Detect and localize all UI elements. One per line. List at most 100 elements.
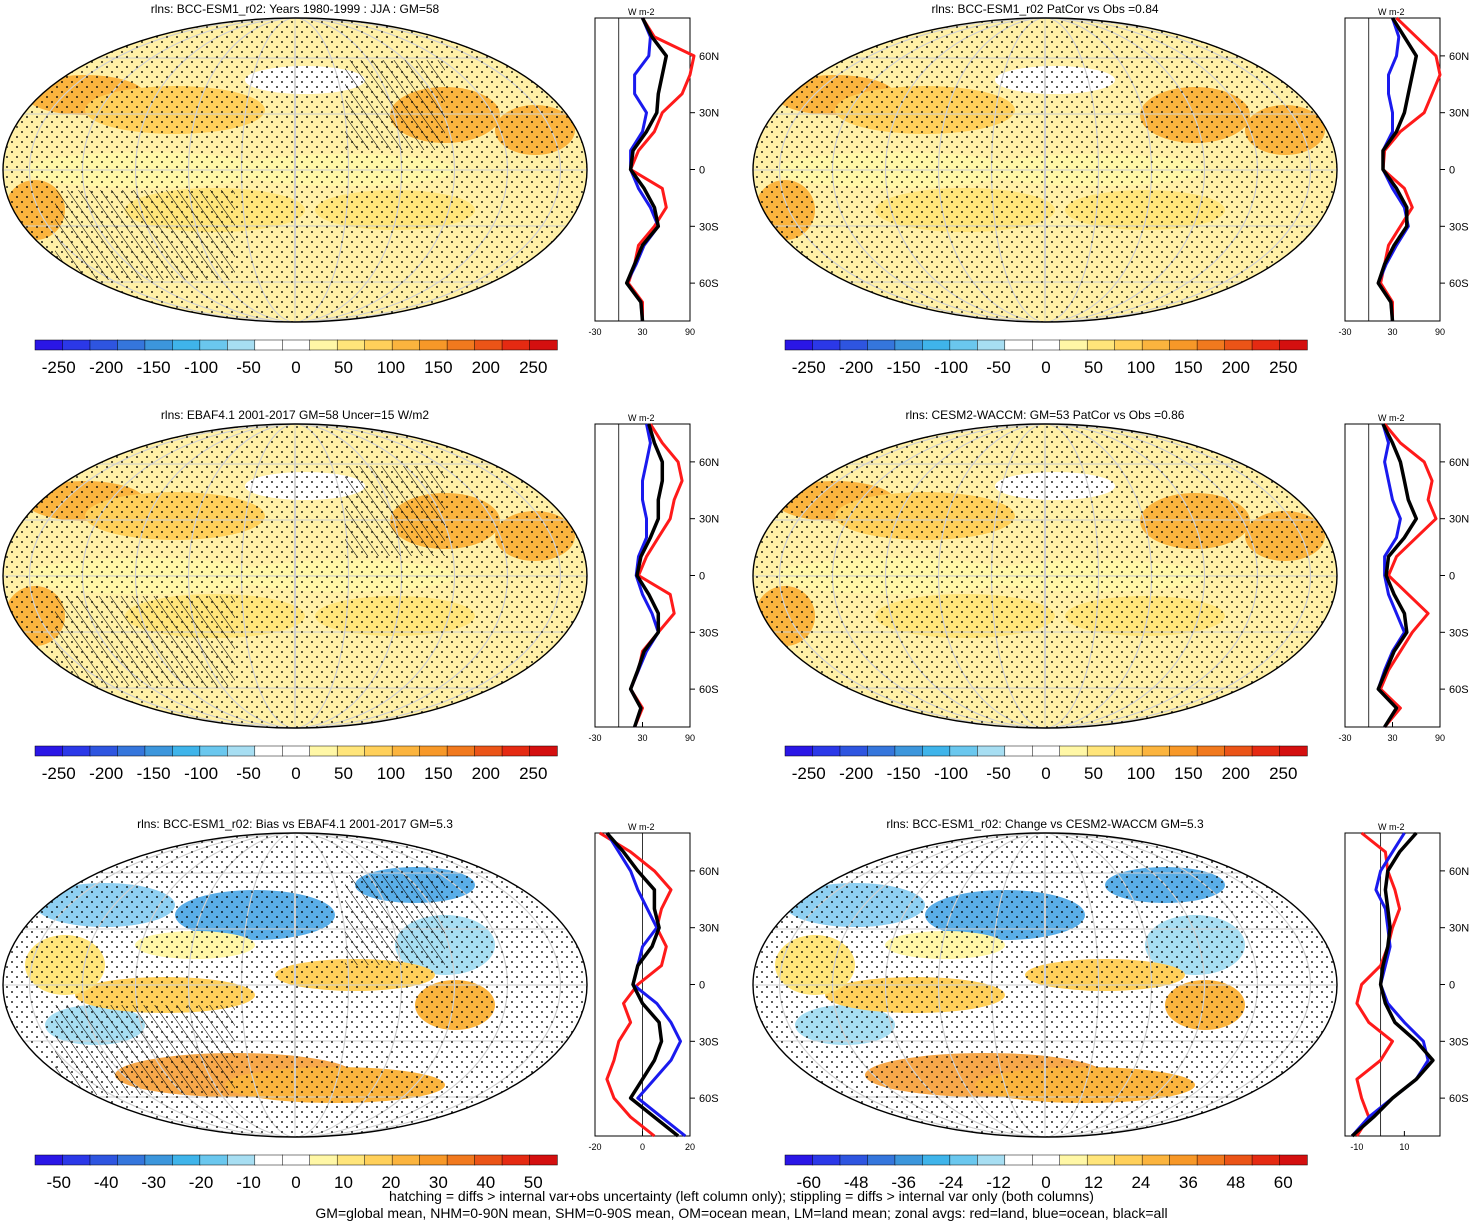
colorbar-swatch <box>949 339 978 351</box>
colorbar-tick-label: 50 <box>524 1173 543 1192</box>
zonal-unit-label: W m-2 <box>628 822 655 832</box>
colorbar-swatch <box>282 339 311 351</box>
colorbar-swatch <box>172 745 201 757</box>
colorbar-swatch <box>227 1154 256 1166</box>
colorbar-tick-label: 100 <box>377 764 405 783</box>
map-outline <box>752 423 1338 729</box>
colorbar-tick-label: -50 <box>46 1173 71 1192</box>
colorbar-swatch <box>1251 745 1281 757</box>
map-field <box>3 18 587 322</box>
colorbar-swatch <box>309 339 338 351</box>
colorbar-swatch <box>336 745 366 757</box>
all-zonal-line <box>1376 17 1419 322</box>
colorbar-swatch <box>784 1154 814 1166</box>
zonal-x-tick-label: 90 <box>685 327 695 337</box>
zonal-lat-label: 30N <box>699 108 719 120</box>
colorbar-tick-label: -36 <box>891 1173 916 1192</box>
zonal-lat-label: 30S <box>1449 221 1469 233</box>
colorbar-swatch <box>812 1154 841 1166</box>
zonal-lat-label: 0 <box>1449 165 1455 177</box>
zonal-x-tick-label: -20 <box>588 1142 601 1152</box>
colorbar-swatch <box>419 1154 448 1166</box>
colorbar-swatch <box>1114 1154 1143 1166</box>
colorbar-tick-label: 250 <box>1269 358 1297 377</box>
colorbar-swatch <box>529 1154 558 1166</box>
colorbar-tick-label: 200 <box>1222 358 1250 377</box>
footer-line-1: hatching = diffs > internal var+obs unce… <box>389 1188 1094 1204</box>
colorbar-tick-label: 0 <box>1041 764 1050 783</box>
colorbar-swatch <box>89 745 119 757</box>
hatching <box>345 875 445 965</box>
colorbar-swatch <box>784 745 814 757</box>
colorbar-tick-label: -150 <box>887 764 921 783</box>
colorbar-swatch <box>977 339 1006 351</box>
colorbar-swatch <box>1224 1154 1253 1166</box>
map-field <box>753 424 1337 728</box>
map-outline <box>752 832 1338 1138</box>
colorbar-tick-label: -250 <box>42 358 76 377</box>
zonal-lat-label: 60S <box>1449 684 1469 696</box>
colorbar-swatch <box>1169 339 1198 351</box>
colorbar-swatch <box>501 1154 531 1166</box>
map-outline <box>2 832 588 1138</box>
colorbar-swatch <box>446 339 476 351</box>
footer-line-2: GM=global mean, NHM=0-90N mean, SHM=0-90… <box>315 1205 1168 1221</box>
colorbar-swatch <box>336 339 366 351</box>
colorbar-swatch <box>949 1154 978 1166</box>
colorbar-tick-label: 10 <box>334 1173 353 1192</box>
panel-6: rlns: BCC-ESM1_r02: Change vs CESM2-WACC… <box>752 817 1469 1192</box>
panel-title: rlns: EBAF4.1 2001-2017 GM=58 Uncer=15 W… <box>161 408 429 422</box>
stippling <box>753 424 1337 728</box>
colorbar-swatch <box>144 745 174 757</box>
hatching <box>55 596 235 686</box>
colorbar-tick-label: 0 <box>291 358 300 377</box>
zonal-unit-label: W m-2 <box>1378 822 1405 832</box>
colorbar-swatch <box>391 339 421 351</box>
panel-2: rlns: BCC-ESM1_r02 PatCor vs Obs =0.84 -2… <box>752 2 1469 377</box>
colorbar-swatch <box>1169 745 1198 757</box>
all-zonal-line <box>624 17 669 322</box>
colorbar-swatch <box>1251 339 1281 351</box>
colorbar-tick-label: 30 <box>429 1173 448 1192</box>
panel-3: rlns: EBAF4.1 2001-2017 GM=58 Uncer=15 W… <box>2 408 719 783</box>
colorbar-tick-label: 200 <box>472 358 500 377</box>
colorbar-swatch <box>391 1154 421 1166</box>
colorbar-swatch <box>62 339 91 351</box>
zonal-lat-label: 30N <box>1449 514 1469 526</box>
zonal-lat-label: 30S <box>699 1036 719 1048</box>
zonal-lat-label: 30S <box>1449 627 1469 639</box>
colorbar-swatch <box>1169 1154 1198 1166</box>
stippling <box>753 833 1337 1137</box>
colorbar-swatch <box>501 339 531 351</box>
zonal-lat-label: 60N <box>699 457 719 469</box>
zonal-x-tick-label: 30 <box>1387 733 1397 743</box>
zonal-panel-frame <box>594 423 691 728</box>
colorbar-swatch <box>1004 745 1033 757</box>
zonal-x-tick-label: 90 <box>1435 327 1445 337</box>
map-outline <box>2 17 588 323</box>
map-field <box>3 424 587 728</box>
colorbar-tick-label: -24 <box>939 1173 964 1192</box>
zonal-lat-label: 30S <box>1449 1036 1469 1048</box>
colorbar-swatch <box>309 745 338 757</box>
colorbar-tick-label: 60 <box>1274 1173 1293 1192</box>
colorbar-swatch <box>227 339 256 351</box>
colorbar-swatch <box>1196 745 1226 757</box>
colorbar-tick-label: -150 <box>137 358 171 377</box>
colorbar-swatch <box>474 339 503 351</box>
zonal-x-tick-label: 0 <box>640 1142 645 1152</box>
colorbar-swatch <box>867 745 896 757</box>
colorbar-swatch <box>1279 745 1308 757</box>
colorbar-tick-label: -200 <box>839 358 873 377</box>
colorbar-swatch <box>144 339 174 351</box>
zonal-lat-label: 60S <box>699 1093 719 1105</box>
zonal-x-tick-label: -30 <box>588 733 601 743</box>
colorbar-swatch <box>199 745 228 757</box>
hatching <box>345 466 445 556</box>
colorbar-tick-label: 250 <box>519 764 547 783</box>
colorbar-swatch <box>1141 1154 1171 1166</box>
colorbar-tick-label: -100 <box>934 764 968 783</box>
hatching <box>55 190 235 280</box>
zonal-lat-label: 30N <box>699 923 719 935</box>
zonal-x-tick-label: 10 <box>1399 1142 1409 1152</box>
